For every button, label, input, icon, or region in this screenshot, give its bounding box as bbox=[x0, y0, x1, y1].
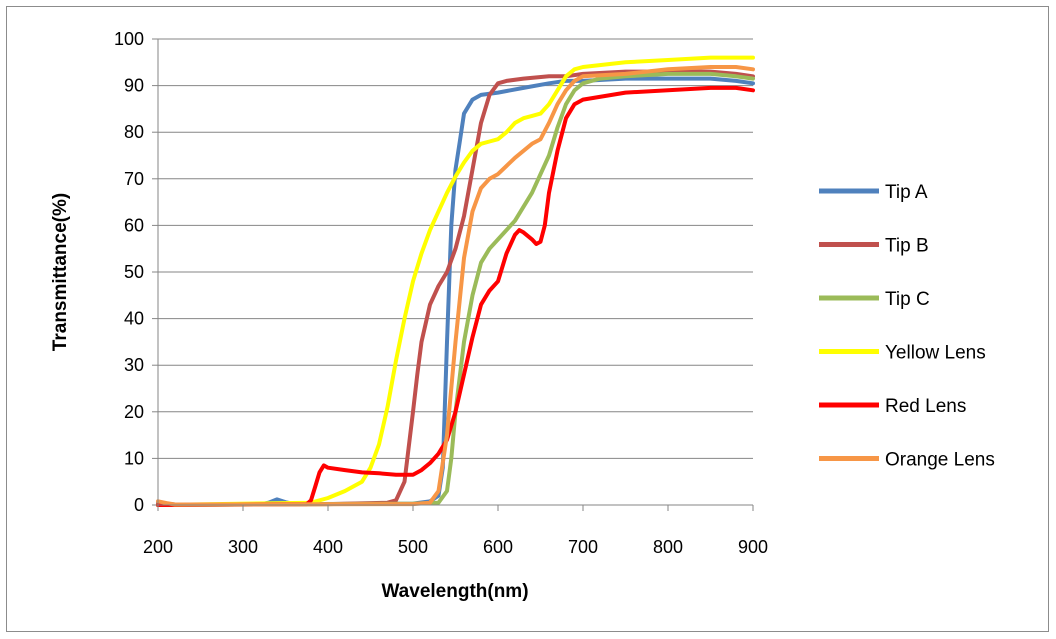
series-line-orange-lens bbox=[156, 65, 755, 507]
chart-frame: 0 10 20 30 40 50 60 70 80 90 100 200 300 400 500 600 70… bbox=[6, 6, 1049, 632]
legend-label-red-lens: Red Lens bbox=[885, 396, 966, 417]
y-tick-label-30: 30 bbox=[124, 355, 144, 375]
series-line-yellow-lens bbox=[156, 55, 755, 507]
y-tick-label-100: 100 bbox=[114, 29, 144, 49]
x-tick-label-600: 600 bbox=[483, 537, 513, 557]
series-line-tip-b bbox=[156, 69, 755, 507]
legend-label-tip-a: Tip A bbox=[885, 182, 928, 203]
legend: Tip A Tip B Tip C Yellow Lens Red Lens Orange… bbox=[819, 182, 995, 471]
legend-label-tip-b: Tip B bbox=[885, 236, 929, 257]
x-tick-label-800: 800 bbox=[653, 537, 683, 557]
x-tick-label-700: 700 bbox=[568, 537, 598, 557]
y-tick-label-90: 90 bbox=[124, 76, 144, 96]
x-tick-labels: 200 300 400 500 600 700 800 900 bbox=[143, 505, 768, 557]
x-tick-label-400: 400 bbox=[313, 537, 343, 557]
legend-label-tip-c: Tip C bbox=[885, 289, 930, 310]
y-tick-label-0: 0 bbox=[134, 495, 144, 515]
y-tick-label-10: 10 bbox=[124, 448, 144, 468]
x-tick-label-300: 300 bbox=[228, 537, 258, 557]
series-line-tip-a bbox=[156, 76, 755, 507]
legend-label-yellow-lens: Yellow Lens bbox=[885, 343, 986, 364]
y-tick-label-70: 70 bbox=[124, 169, 144, 189]
y-tick-labels: 0 10 20 30 40 50 60 70 80 90 100 bbox=[114, 29, 158, 515]
x-tick-label-200: 200 bbox=[143, 537, 173, 557]
series-line-tip-c bbox=[156, 71, 755, 507]
x-tick-label-500: 500 bbox=[398, 537, 428, 557]
legend-label-orange-lens: Orange Lens bbox=[885, 450, 995, 471]
y-axis-label: Transmittance(%) bbox=[50, 193, 71, 351]
transmittance-chart: 0 10 20 30 40 50 60 70 80 90 100 200 300 400 500 600 70… bbox=[50, 29, 995, 602]
y-tick-label-50: 50 bbox=[124, 262, 144, 282]
y-tick-label-60: 60 bbox=[124, 215, 144, 235]
series-line-red-lens bbox=[156, 85, 755, 507]
x-tick-label-900: 900 bbox=[738, 537, 768, 557]
y-tick-label-40: 40 bbox=[124, 309, 144, 329]
series-lines bbox=[156, 55, 755, 507]
gridlines bbox=[158, 38, 753, 459]
y-tick-label-80: 80 bbox=[124, 122, 144, 142]
x-axis-label: Wavelength(nm) bbox=[381, 581, 528, 602]
y-tick-label-20: 20 bbox=[124, 402, 144, 422]
